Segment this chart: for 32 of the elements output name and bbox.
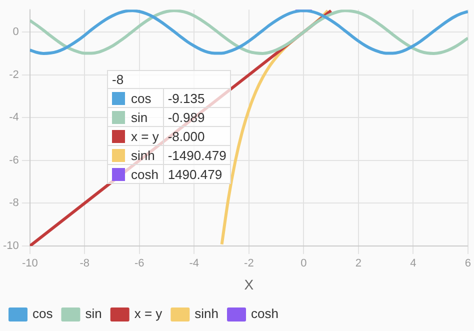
legend-label: sin <box>131 110 148 126</box>
y-tick-label: 0 <box>12 26 19 38</box>
text: x = y <box>134 306 162 322</box>
x-tick-label: 2 <box>355 258 362 270</box>
x-tick-label: 0 <box>300 258 307 270</box>
text: cos <box>32 306 53 322</box>
y-tick-label: -4 <box>9 112 19 124</box>
x-tick-label: -8 <box>80 258 90 270</box>
text: sinh <box>131 148 155 164</box>
annotation: -1490.479 <box>163 146 231 165</box>
y-tick-label: -6 <box>9 154 19 166</box>
x-axis-title: X <box>244 276 254 292</box>
y-tick-label: -2 <box>9 68 19 81</box>
y-tick-label: -10 <box>2 240 19 252</box>
annotation: 1490.479 <box>163 164 231 184</box>
annotation: -9.135 <box>163 88 231 108</box>
legend-label: cos <box>131 91 152 106</box>
x-tick-label: -6 <box>134 258 144 270</box>
x-tick-label: -4 <box>189 258 200 270</box>
legend-label: sinh <box>194 306 219 322</box>
y-tick-label: -8 <box>9 197 19 210</box>
x-tick-label: -2 <box>244 258 254 270</box>
annotation: -8.000 <box>163 126 231 146</box>
annotation: -0.989 <box>163 108 231 127</box>
text: cosh <box>251 306 278 322</box>
x-tick-label: 6 <box>464 258 472 270</box>
x-tick-label: 4 <box>410 258 416 270</box>
x-tick-label: -10 <box>22 258 38 270</box>
legend-label: x = y <box>131 129 159 144</box>
legend-label: cosh <box>131 167 158 182</box>
text: sin <box>85 306 102 322</box>
annotation: -8 <box>108 70 231 88</box>
